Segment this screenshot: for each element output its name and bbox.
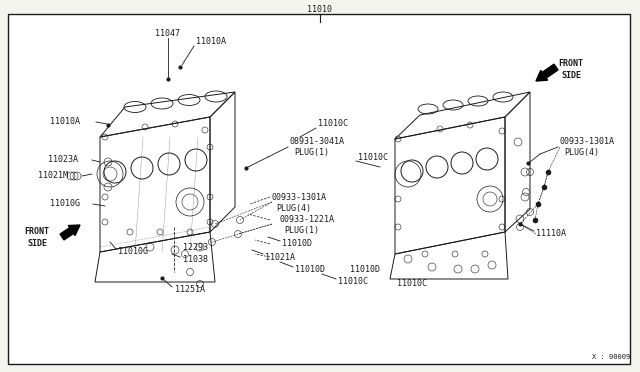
Text: 11110A: 11110A [536,230,566,238]
FancyArrow shape [536,64,558,81]
Text: 11010A: 11010A [50,118,80,126]
Text: 11010C: 11010C [318,119,348,128]
Text: 11010G: 11010G [50,199,80,208]
Text: 11010C: 11010C [358,153,388,161]
Text: 11021M: 11021M [38,171,68,180]
Text: 11047: 11047 [155,29,180,38]
Text: 08931-3041A: 08931-3041A [290,138,345,147]
Text: 00933-1301A: 00933-1301A [272,192,327,202]
Text: 12293: 12293 [183,243,208,251]
Text: 11010C: 11010C [397,279,427,289]
Text: PLUG(1): PLUG(1) [284,227,319,235]
Text: PLUG(4): PLUG(4) [564,148,599,157]
Text: FRONT: FRONT [558,60,583,68]
Text: 11010A: 11010A [196,38,226,46]
Text: 11010D: 11010D [295,266,325,275]
Text: 11010C: 11010C [338,278,368,286]
Text: PLUG(1): PLUG(1) [294,148,329,157]
Text: PLUG(4): PLUG(4) [276,203,311,212]
Text: X : 00009: X : 00009 [592,354,630,360]
FancyArrow shape [60,225,80,240]
Text: 00933-1301A: 00933-1301A [560,138,615,147]
Text: 11010D: 11010D [350,266,380,275]
Text: 11251A: 11251A [175,285,205,295]
Text: FRONT: FRONT [24,228,49,237]
Text: 11010: 11010 [307,6,333,15]
Text: SIDE: SIDE [27,240,47,248]
Text: 11010D: 11010D [282,240,312,248]
Text: 11038: 11038 [183,256,208,264]
Text: 11021A: 11021A [265,253,295,262]
Text: 00933-1221A: 00933-1221A [280,215,335,224]
Text: 11023A: 11023A [48,155,78,164]
Text: SIDE: SIDE [561,71,581,80]
Text: 11010G: 11010G [118,247,148,257]
